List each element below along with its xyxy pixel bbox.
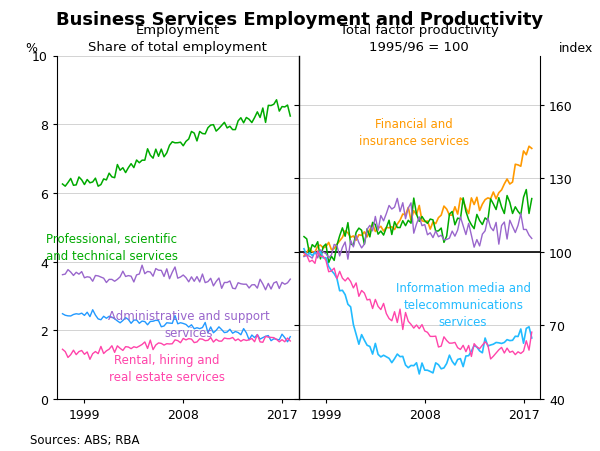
- Title: Employment
Share of total employment: Employment Share of total employment: [88, 24, 267, 54]
- Text: Information media and
telecommunications
services: Information media and telecommunications…: [395, 281, 530, 328]
- Title: Total factor productivity
1995/96 = 100: Total factor productivity 1995/96 = 100: [340, 24, 499, 54]
- Text: Financial and
insurance services: Financial and insurance services: [359, 118, 469, 147]
- Text: Sources: ABS; RBA: Sources: ABS; RBA: [30, 433, 139, 446]
- Text: Rental, hiring and
real estate services: Rental, hiring and real estate services: [109, 353, 225, 383]
- Text: Administrative and support
services: Administrative and support services: [108, 309, 269, 339]
- Text: Professional, scientific
and technical services: Professional, scientific and technical s…: [46, 233, 178, 263]
- Text: Business Services Employment and Productivity: Business Services Employment and Product…: [56, 11, 544, 29]
- Text: %: %: [26, 41, 38, 55]
- Text: index: index: [559, 41, 593, 55]
